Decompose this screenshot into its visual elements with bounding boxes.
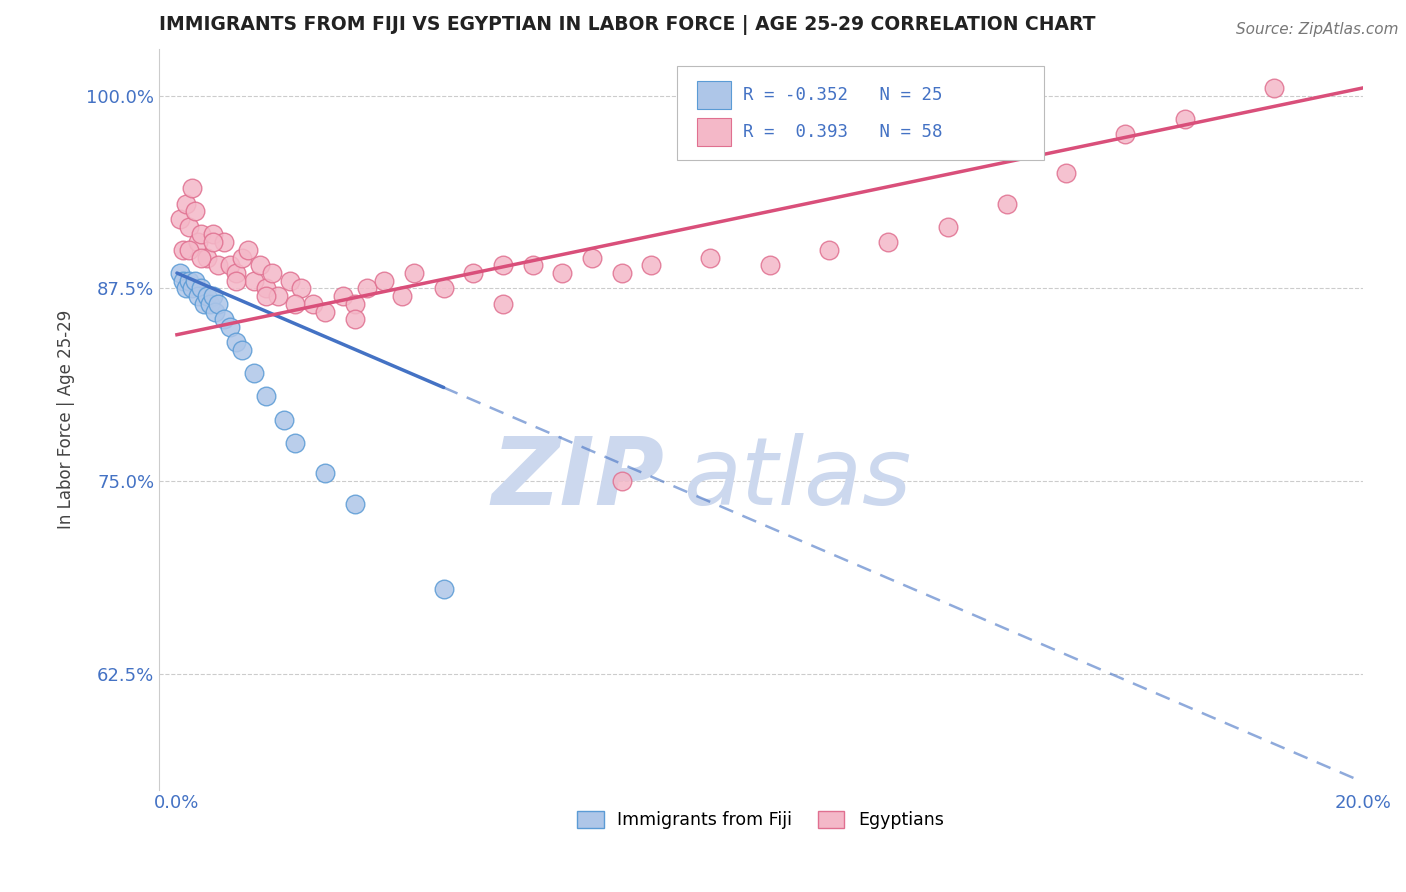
Point [231, 251, 253, 265]
Bar [697, 119, 731, 146]
Point [225, 274, 247, 288]
Point [169, 266, 191, 280]
Point [1054, 166, 1077, 180]
Point [214, 235, 236, 250]
Point [174, 281, 197, 295]
Point [433, 582, 456, 596]
Point [190, 227, 212, 242]
Point [204, 304, 226, 318]
Y-axis label: In Labor Force | Age 25-29: In Labor Force | Age 25-29 [58, 310, 75, 529]
Point [177, 219, 200, 234]
Point [236, 243, 259, 257]
Point [195, 289, 218, 303]
Point [284, 435, 307, 450]
Point [187, 235, 209, 250]
Point [278, 274, 301, 288]
Point [581, 251, 603, 265]
Point [193, 297, 215, 311]
Point [610, 474, 633, 488]
Text: IMMIGRANTS FROM FIJI VS EGYPTIAN IN LABOR FORCE | AGE 25-29 CORRELATION CHART: IMMIGRANTS FROM FIJI VS EGYPTIAN IN LABO… [159, 15, 1095, 35]
Point [463, 266, 485, 280]
Text: R =  0.393   N = 58: R = 0.393 N = 58 [742, 123, 942, 141]
Point [201, 289, 224, 303]
Point [249, 258, 271, 272]
Point [177, 243, 200, 257]
Point [169, 212, 191, 227]
Point [207, 258, 229, 272]
Point [219, 258, 242, 272]
Point [243, 366, 266, 380]
Point [1263, 81, 1285, 95]
Point [284, 297, 307, 311]
Point [356, 281, 378, 295]
Point [551, 266, 574, 280]
Point [195, 251, 218, 265]
Point [254, 289, 277, 303]
Point [995, 196, 1018, 211]
Point [187, 289, 209, 303]
Point [343, 497, 366, 511]
Point [640, 258, 662, 272]
Text: ZIP: ZIP [492, 433, 665, 524]
Point [243, 274, 266, 288]
Point [936, 219, 959, 234]
Point [254, 389, 277, 403]
Point [373, 274, 395, 288]
Point [877, 235, 900, 250]
Point [190, 251, 212, 265]
Point [758, 258, 780, 272]
Point [254, 281, 277, 295]
Point [492, 297, 515, 311]
Point [214, 312, 236, 326]
Point [610, 266, 633, 280]
Point [183, 204, 205, 219]
Point [314, 304, 336, 318]
Point [219, 320, 242, 334]
Point [231, 343, 253, 358]
Point [180, 181, 202, 195]
Text: R = -0.352   N = 25: R = -0.352 N = 25 [742, 86, 942, 103]
Point [172, 243, 194, 257]
Point [391, 289, 413, 303]
Point [225, 266, 247, 280]
Point [699, 251, 721, 265]
Point [1174, 112, 1197, 126]
Point [172, 274, 194, 288]
Point [180, 281, 202, 295]
Point [302, 297, 325, 311]
Point [207, 297, 229, 311]
Bar [697, 81, 731, 109]
Point [492, 258, 515, 272]
FancyBboxPatch shape [676, 66, 1043, 161]
Point [1114, 128, 1136, 142]
Point [522, 258, 544, 272]
Point [402, 266, 425, 280]
Text: atlas: atlas [683, 434, 911, 524]
Point [201, 235, 224, 250]
Point [177, 274, 200, 288]
Point [433, 281, 456, 295]
Text: Source: ZipAtlas.com: Source: ZipAtlas.com [1236, 22, 1399, 37]
Legend: Immigrants from Fiji, Egyptians: Immigrants from Fiji, Egyptians [571, 804, 952, 837]
Point [198, 297, 221, 311]
Point [190, 281, 212, 295]
Point [332, 289, 354, 303]
Point [260, 266, 283, 280]
Point [225, 335, 247, 350]
Point [267, 289, 290, 303]
Point [343, 297, 366, 311]
Point [183, 274, 205, 288]
Point [314, 467, 336, 481]
Point [174, 196, 197, 211]
Point [273, 412, 295, 426]
Point [343, 312, 366, 326]
Point [290, 281, 312, 295]
Point [818, 243, 841, 257]
Point [201, 227, 224, 242]
